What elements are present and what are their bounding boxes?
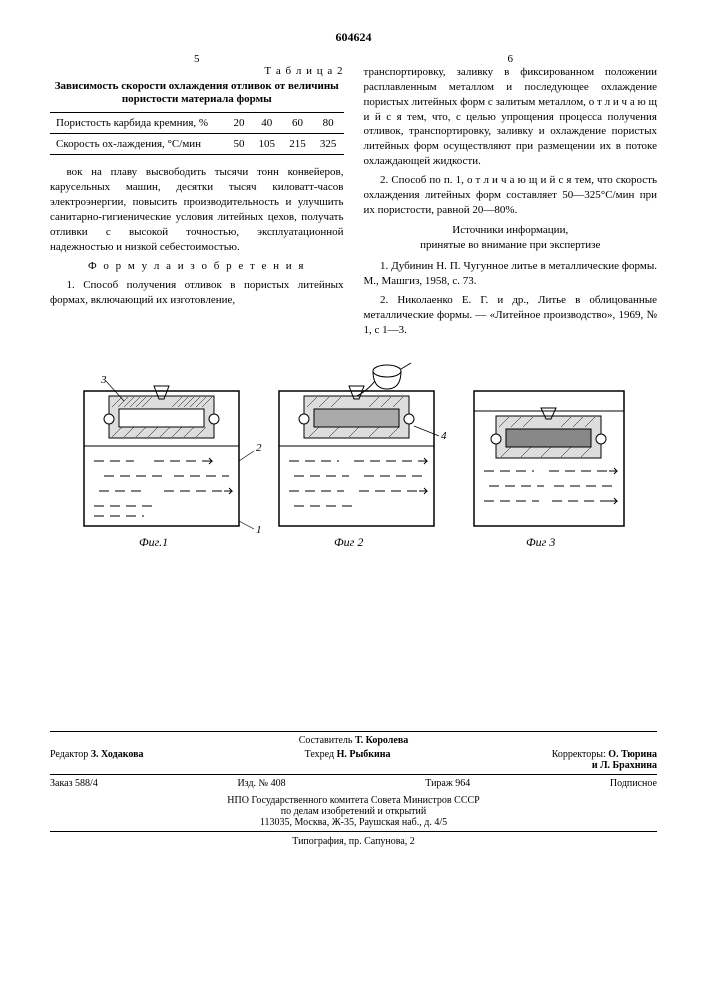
footer-print-run: Тираж 964 [425,778,470,789]
main-columns: 5 Т а б л и ц а 2 Зависимость скорости о… [50,53,657,341]
svg-text:4: 4 [441,430,447,442]
footer-order: Заказ 588/4 [50,778,98,789]
figure-3: Фиг 3 [474,391,624,549]
paragraph: 2. Николаенко Е. Г. и др., Литье в облиц… [364,293,658,338]
table-cell: 20 [227,113,252,134]
right-column: 6 транспортировку, заливку в фиксированн… [364,53,658,341]
footer-block: Составитель Т. Королева Редактор З. Хода… [50,731,657,851]
footer-subscription: Подписное [610,778,657,789]
footer-typography: Типография, пр. Сапунова, 2 [50,832,657,851]
svg-text:3: 3 [100,374,107,386]
paragraph: вок на плаву высвободить тысячи тонн кон… [50,165,344,254]
table-cell: 105 [251,134,282,155]
tech-label: Техред [305,749,334,760]
corrector-label: Корректоры: [552,749,606,760]
table-row: Пористость карбида кремния, % 20 40 60 8… [50,113,344,134]
svg-text:Фиг.1: Фиг.1 [139,535,168,549]
table-cell: Скорость ох-лаждения, °С/мин [50,134,227,155]
footer-org-2: по делам изобретений и открытий [50,806,657,817]
figure-1: 3 2 1 Фиг.1 [84,374,262,549]
table-label: Т а б л и ц а 2 [50,65,344,77]
svg-text:2: 2 [256,442,262,454]
paragraph: 1. Способ получения отливок в пористых л… [50,278,344,308]
table-row: Скорость ох-лаждения, °С/мин 50 105 215 … [50,134,344,155]
compiler-name: Т. Королева [355,735,408,746]
svg-text:Фиг 3: Фиг 3 [526,535,555,549]
footer-org-3: 113035, Москва, Ж-35, Раушская наб., д. … [50,817,657,828]
editor-label: Редактор [50,749,88,760]
right-col-number: 6 [364,53,658,65]
left-column: 5 Т а б л и ц а 2 Зависимость скорости о… [50,53,344,341]
table-cell: 215 [282,134,313,155]
table-cell: Пористость карбида кремния, % [50,113,227,134]
sources-title: Источники информации, [364,223,658,238]
tech-name: Н. Рыбкина [337,749,391,760]
table-cell: 40 [251,113,282,134]
figures-area: 3 2 1 Фиг.1 [50,361,657,551]
left-col-number: 5 [50,53,344,65]
figures-svg: 3 2 1 Фиг.1 [74,361,634,551]
svg-text:1: 1 [256,524,262,536]
table-cell: 325 [313,134,344,155]
figure-2: 4 Фиг 2 [279,363,447,549]
svg-text:Фиг 2: Фиг 2 [334,535,363,549]
paragraph: 1. Дубинин Н. П. Чугунное литье в металл… [364,259,658,289]
sources-subtitle: принятые во внимание при экспертизе [364,238,658,253]
paragraph: 2. Способ по п. 1, о т л и ч а ю щ и й с… [364,173,658,218]
footer-org-1: НПО Государственного комитета Совета Мин… [50,795,657,806]
corrector-name-2: и Л. Брахнина [592,760,657,771]
footer-edition: Изд. № 408 [237,778,285,789]
table-caption: Зависимость скорости охлаждения отливок … [50,80,344,106]
paragraph: транспортировку, заливку в фиксированном… [364,65,658,169]
formula-title: Ф о р м у л а и з о б р е т е н и я [50,260,344,272]
data-table: Пористость карбида кремния, % 20 40 60 8… [50,112,344,155]
table-cell: 60 [282,113,313,134]
corrector-name-1: О. Тюрина [608,749,657,760]
compiler-label: Составитель [299,735,353,746]
table-cell: 80 [313,113,344,134]
document-number: 604624 [50,30,657,45]
editor-name: З. Ходакова [91,749,144,760]
table-cell: 50 [227,134,252,155]
